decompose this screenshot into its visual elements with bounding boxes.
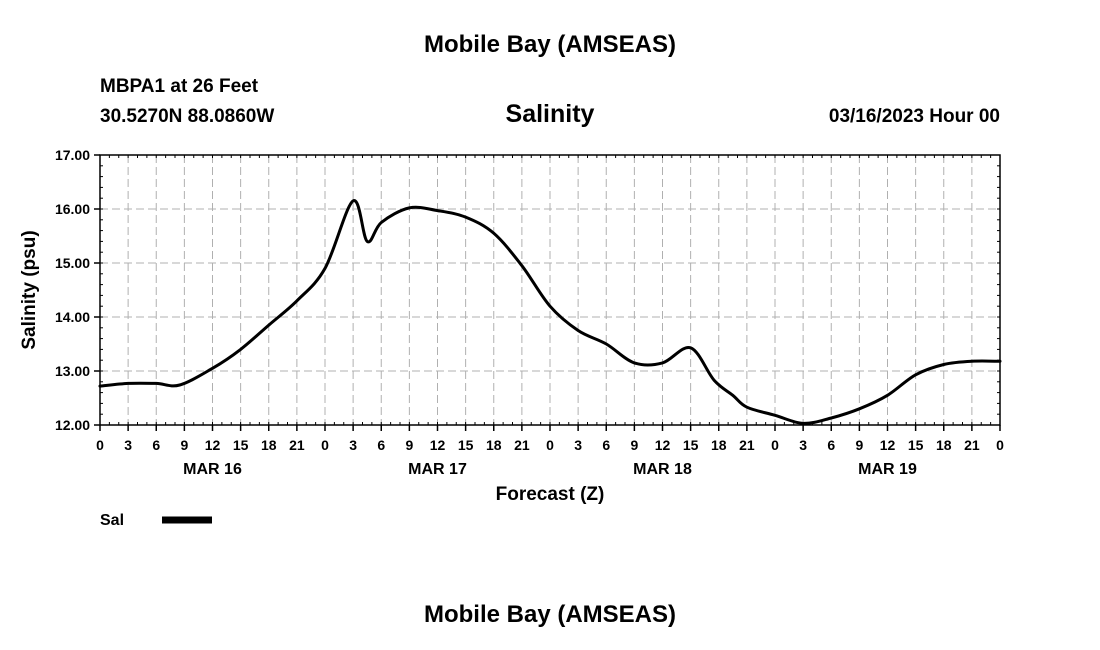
- x-tick-label: 12: [430, 437, 446, 453]
- x-tick-label: 9: [855, 437, 863, 453]
- legend-label: Sal: [100, 512, 124, 529]
- x-tick-label: 3: [799, 437, 807, 453]
- x-tick-label: 15: [458, 437, 474, 453]
- x-axis-title: Forecast (Z): [496, 484, 605, 505]
- x-tick-label: 18: [936, 437, 952, 453]
- x-tick-label: 0: [771, 437, 779, 453]
- x-tick-label: 9: [630, 437, 638, 453]
- x-tick-label: 3: [574, 437, 582, 453]
- forecast-datetime: 03/16/2023 Hour 00: [828, 106, 1000, 127]
- tick-marks: [94, 154, 1001, 431]
- y-tick-label: 13.00: [55, 363, 90, 379]
- x-tick-label: 3: [124, 437, 132, 453]
- x-tick-label: 3: [349, 437, 357, 453]
- x-tick-label: 18: [711, 437, 727, 453]
- x-tick-label: 6: [152, 437, 160, 453]
- station-coordinates: 30.5270N 88.0860W: [100, 106, 275, 127]
- x-tick-label: 18: [486, 437, 502, 453]
- salinity-series-line: [98, 199, 1002, 425]
- x-tick-label: 21: [514, 437, 530, 453]
- chart-main-title: Mobile Bay (AMSEAS): [423, 31, 677, 58]
- x-tick-label: 9: [405, 437, 413, 453]
- x-tick-label: 0: [321, 437, 329, 453]
- x-tick-label: 0: [96, 437, 104, 453]
- x-tick-label: 21: [289, 437, 305, 453]
- y-axis-title: Salinity (psu): [19, 230, 40, 349]
- x-day-label: MAR 17: [408, 461, 467, 478]
- x-tick-label: 9: [180, 437, 188, 453]
- axis-labels: 12.00 13.00 14.00 15.00 16.00 17.00 0 3 6 9 12 15 18…: [19, 147, 1004, 505]
- x-day-label: MAR 16: [183, 461, 242, 478]
- x-day-label: MAR 18: [633, 461, 692, 478]
- x-tick-label: 15: [683, 437, 699, 453]
- chart-title: Salinity: [505, 100, 595, 128]
- x-tick-label: 18: [261, 437, 277, 453]
- x-tick-label: 15: [233, 437, 249, 453]
- grid-lines: [100, 155, 1000, 425]
- x-tick-label: 6: [602, 437, 610, 453]
- x-tick-label: 15: [908, 437, 924, 453]
- y-tick-label: 15.00: [55, 255, 90, 271]
- x-tick-label: 21: [964, 437, 980, 453]
- y-tick-label: 17.00: [55, 147, 90, 163]
- x-tick-label: 6: [827, 437, 835, 453]
- chart-bottom-title: Mobile Bay (AMSEAS): [423, 601, 677, 628]
- x-tick-label: 0: [996, 437, 1004, 453]
- legend: Sal: [100, 512, 212, 529]
- x-tick-label: 12: [880, 437, 896, 453]
- x-tick-label: 21: [739, 437, 755, 453]
- x-tick-label: 12: [205, 437, 221, 453]
- y-tick-label: 16.00: [55, 201, 90, 217]
- x-tick-label: 12: [655, 437, 671, 453]
- x-tick-label: 0: [546, 437, 554, 453]
- x-day-label: MAR 19: [858, 461, 917, 478]
- station-name-depth: MBPA1 at 26 Feet: [100, 76, 259, 97]
- x-tick-label: 6: [377, 437, 385, 453]
- y-tick-label: 12.00: [55, 417, 90, 433]
- y-tick-label: 14.00: [55, 309, 90, 325]
